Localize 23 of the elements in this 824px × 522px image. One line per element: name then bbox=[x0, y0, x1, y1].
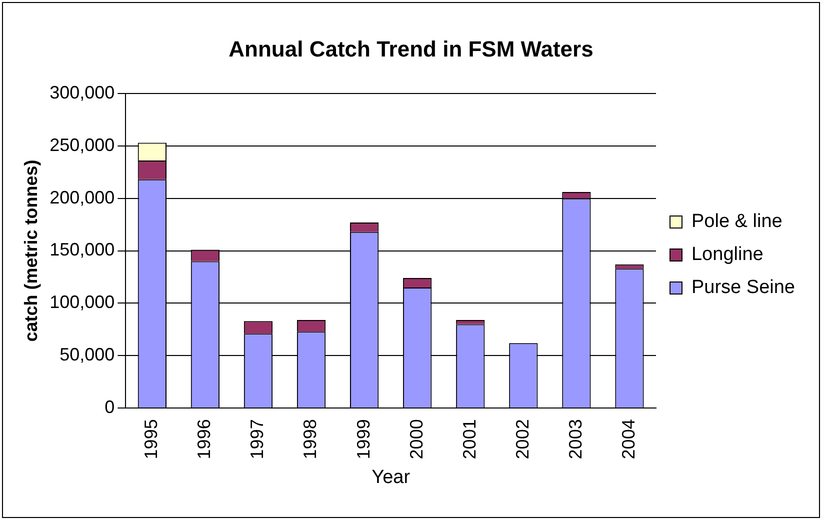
x-tick-label: 2004 bbox=[618, 419, 638, 460]
x-tick-label: 1999 bbox=[353, 419, 374, 460]
y-axis-title: catch (metric tonnes) bbox=[20, 160, 41, 342]
x-tick-label: 2001 bbox=[459, 419, 480, 460]
y-tick-label: 300,000 bbox=[50, 82, 115, 102]
x-axis-title: Year bbox=[372, 466, 411, 488]
y-tick-label: 150,000 bbox=[50, 240, 115, 260]
legend-label: Longline bbox=[691, 244, 764, 266]
legend-label: Purse Seine bbox=[691, 277, 796, 298]
x-tick-label: 1998 bbox=[300, 419, 320, 460]
x-tick-label: 1997 bbox=[247, 419, 268, 460]
x-tick-label: 1995 bbox=[141, 419, 162, 460]
legend-label: Pole & line bbox=[691, 211, 782, 232]
chart-title: Annual Catch Trend in FSM Waters bbox=[228, 36, 594, 62]
y-tick-label: 100,000 bbox=[50, 292, 115, 312]
x-tick-label: 2002 bbox=[512, 419, 532, 460]
y-tick-label: 250,000 bbox=[50, 134, 115, 155]
y-tick-label: 200,000 bbox=[50, 187, 115, 208]
y-tick-label: 0 bbox=[104, 397, 115, 418]
x-tick-label: 2000 bbox=[406, 419, 426, 460]
x-tick-label: 2003 bbox=[565, 419, 586, 460]
y-tick-label: 50,000 bbox=[60, 344, 115, 365]
x-tick-label: 1996 bbox=[194, 419, 214, 460]
